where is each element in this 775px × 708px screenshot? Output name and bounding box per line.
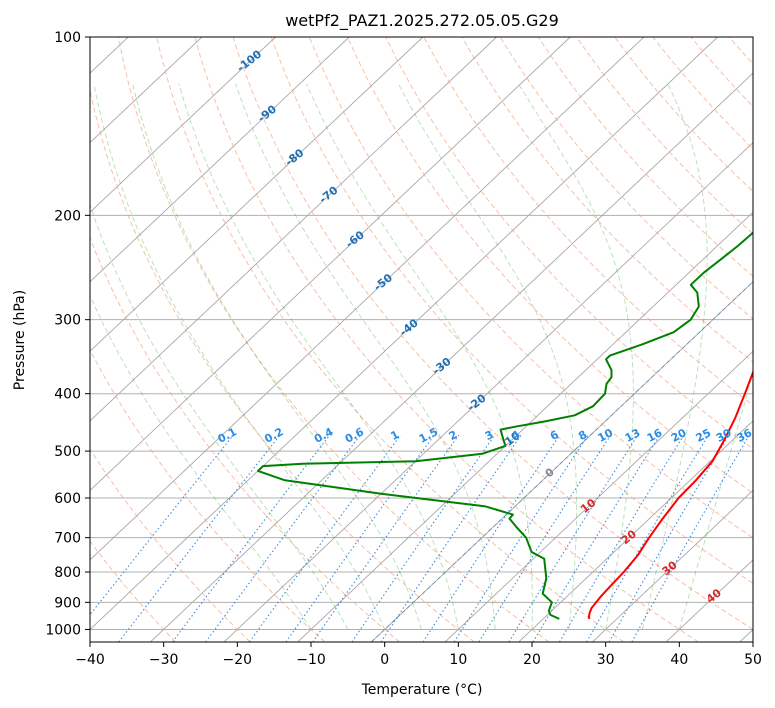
dry-adiabat — [270, 37, 753, 584]
mixing-ratio-line — [172, 434, 331, 642]
mixing-ratio-line — [478, 434, 612, 642]
mixing-ratio-line — [205, 434, 361, 642]
y-tick-label: 200 — [54, 208, 81, 224]
x-tick-label: 50 — [744, 652, 762, 668]
isotherm-line — [223, 142, 753, 642]
dewpoint-profile-line — [257, 231, 753, 620]
dry-adiabat — [90, 88, 475, 642]
isotherm-line — [592, 489, 753, 642]
isotherm-line — [444, 350, 753, 642]
temperature-profile-line — [587, 369, 753, 620]
dry-adiabat — [232, 37, 753, 631]
y-tick-label: 300 — [54, 313, 81, 329]
mixing-ratio-label: 20 — [669, 426, 689, 445]
x-tick-label: −10 — [296, 652, 326, 668]
y-tick-label: 100 — [54, 30, 81, 46]
isotherm-line — [518, 420, 753, 642]
x-tick-label: 40 — [670, 652, 688, 668]
dry-adiabat — [90, 236, 400, 642]
isotherm-line — [90, 37, 276, 213]
mixing-ratio-label: 36 — [735, 426, 755, 445]
y-tick-label: 600 — [54, 491, 81, 507]
mixing-ratio-label: 13 — [623, 426, 643, 445]
moist-adiabat — [642, 83, 708, 630]
isotherm-line — [90, 37, 497, 422]
mixing-ratio-label: 16 — [645, 426, 665, 445]
y-tick-label: 400 — [54, 387, 81, 403]
dry-adiabat — [461, 37, 753, 363]
isotherm-line — [371, 281, 753, 642]
moist-adiabat — [132, 83, 422, 630]
mixing-ratio-line — [380, 434, 522, 642]
mixing-ratio-line — [508, 434, 639, 642]
mixing-ratio-label: 25 — [694, 426, 714, 445]
isotherm-line — [90, 37, 718, 631]
y-tick-label: 900 — [54, 595, 81, 611]
x-tick-label: 0 — [380, 652, 389, 668]
y-tick-label: 800 — [54, 565, 81, 581]
mixing-ratio-line — [351, 434, 496, 642]
dry-adiabat — [347, 37, 753, 494]
y-tick-label: 700 — [54, 531, 81, 547]
x-axis-ticks: −40 −30 −20 −10 0 10 20 30 40 50 — [75, 642, 762, 668]
dry-adiabat — [385, 37, 753, 450]
moist-adiabat — [518, 83, 634, 630]
mixing-ratio-line — [453, 434, 589, 642]
moist-adiabat — [306, 83, 533, 630]
dry-adiabat — [614, 37, 753, 192]
dry-adiabat — [537, 37, 753, 277]
mixing-ratio-label: 10 — [596, 426, 616, 445]
y-axis-ticks: 1000 900 800 700 600 500 400 300 200 100 — [45, 30, 90, 638]
x-tick-label: 10 — [449, 652, 467, 668]
isotherm-line — [90, 37, 350, 283]
isotherm-line — [90, 37, 203, 144]
mixing-ratio-label: 30 — [714, 426, 734, 445]
moist-adiabat — [398, 83, 578, 630]
chart-title: wetPf2_PAZ1.2025.272.05.05.G29 — [285, 11, 559, 31]
background-lines — [90, 37, 753, 642]
dry-adiabat — [118, 37, 550, 642]
isotherm-line — [90, 37, 571, 491]
dry-adiabat — [194, 37, 699, 642]
mixing-ratio-line — [559, 434, 685, 642]
moist-adiabat — [235, 83, 496, 630]
dry-adiabat — [90, 448, 251, 642]
x-tick-label: −30 — [149, 652, 179, 668]
x-tick-label: −20 — [223, 652, 253, 668]
mixing-ratio-line — [532, 434, 661, 642]
x-tick-label: −40 — [75, 652, 105, 668]
x-tick-label: 20 — [523, 652, 541, 668]
dry-adiabat — [423, 37, 753, 406]
x-axis-label: Temperature (°C) — [361, 682, 483, 698]
isotherm-line — [90, 37, 645, 561]
x-tick-label: 30 — [597, 652, 615, 668]
mixing-ratio-line — [249, 434, 402, 642]
series-layer — [257, 231, 753, 620]
y-axis-label: Pressure (hPa) — [12, 290, 28, 390]
isotherm-line — [150, 72, 753, 642]
moist-adiabat — [90, 294, 312, 630]
mixing-ratio-line — [422, 434, 561, 642]
plot-frame — [89, 36, 754, 643]
dry-adiabat — [499, 37, 753, 320]
grid-layer — [90, 37, 753, 642]
y-tick-label: 1000 — [45, 622, 81, 638]
moist-adiabat — [178, 83, 459, 630]
isotherm-line — [90, 37, 424, 352]
y-tick-label: 500 — [54, 444, 81, 460]
mixing-ratio-line — [90, 434, 234, 616]
